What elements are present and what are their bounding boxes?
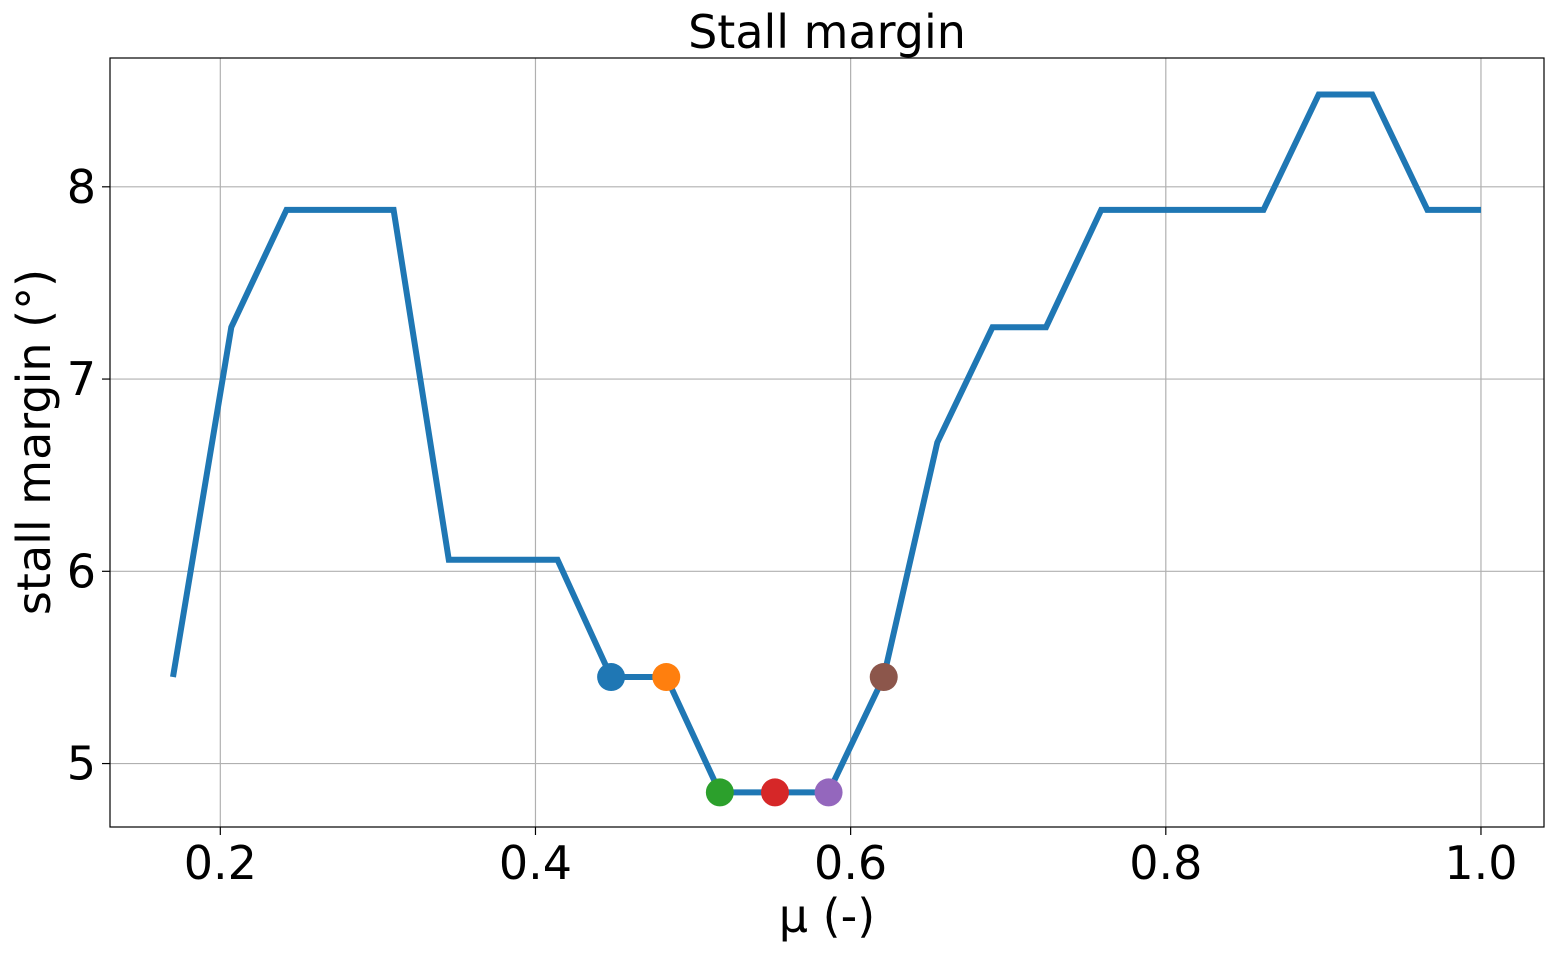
- data-point-marker: [760, 778, 789, 807]
- x-tick-label: 0.8: [1129, 836, 1202, 890]
- data-point-marker: [597, 663, 626, 692]
- series-line: [170, 91, 1481, 796]
- x-axis-label: μ (-): [779, 889, 875, 943]
- x-axis: 0.2 0.4 0.6 0.8 1.0: [184, 827, 1518, 890]
- grid-lines: [110, 58, 1544, 827]
- x-tick-label: 0.4: [499, 836, 572, 890]
- x-tick-label: 0.2: [184, 836, 257, 890]
- y-tick-label: 5: [67, 737, 96, 791]
- data-point-marker: [869, 663, 898, 692]
- chart-title: Stall margin: [688, 5, 966, 59]
- plot-frame: [109, 57, 1545, 828]
- y-tick-label: 7: [67, 352, 96, 406]
- data-point-marker: [814, 778, 843, 807]
- x-tick-label: 0.6: [814, 836, 887, 890]
- markers-group: [597, 663, 898, 807]
- data-point-marker: [652, 663, 681, 692]
- series-group: [170, 91, 1481, 796]
- data-point-marker: [705, 778, 734, 807]
- x-tick-label: 1.0: [1444, 836, 1517, 890]
- y-axis: 5 6 7 8: [67, 160, 110, 791]
- y-tick-label: 8: [67, 160, 96, 214]
- y-axis-label: stall margin (°): [7, 269, 61, 615]
- y-tick-label: 6: [67, 544, 96, 598]
